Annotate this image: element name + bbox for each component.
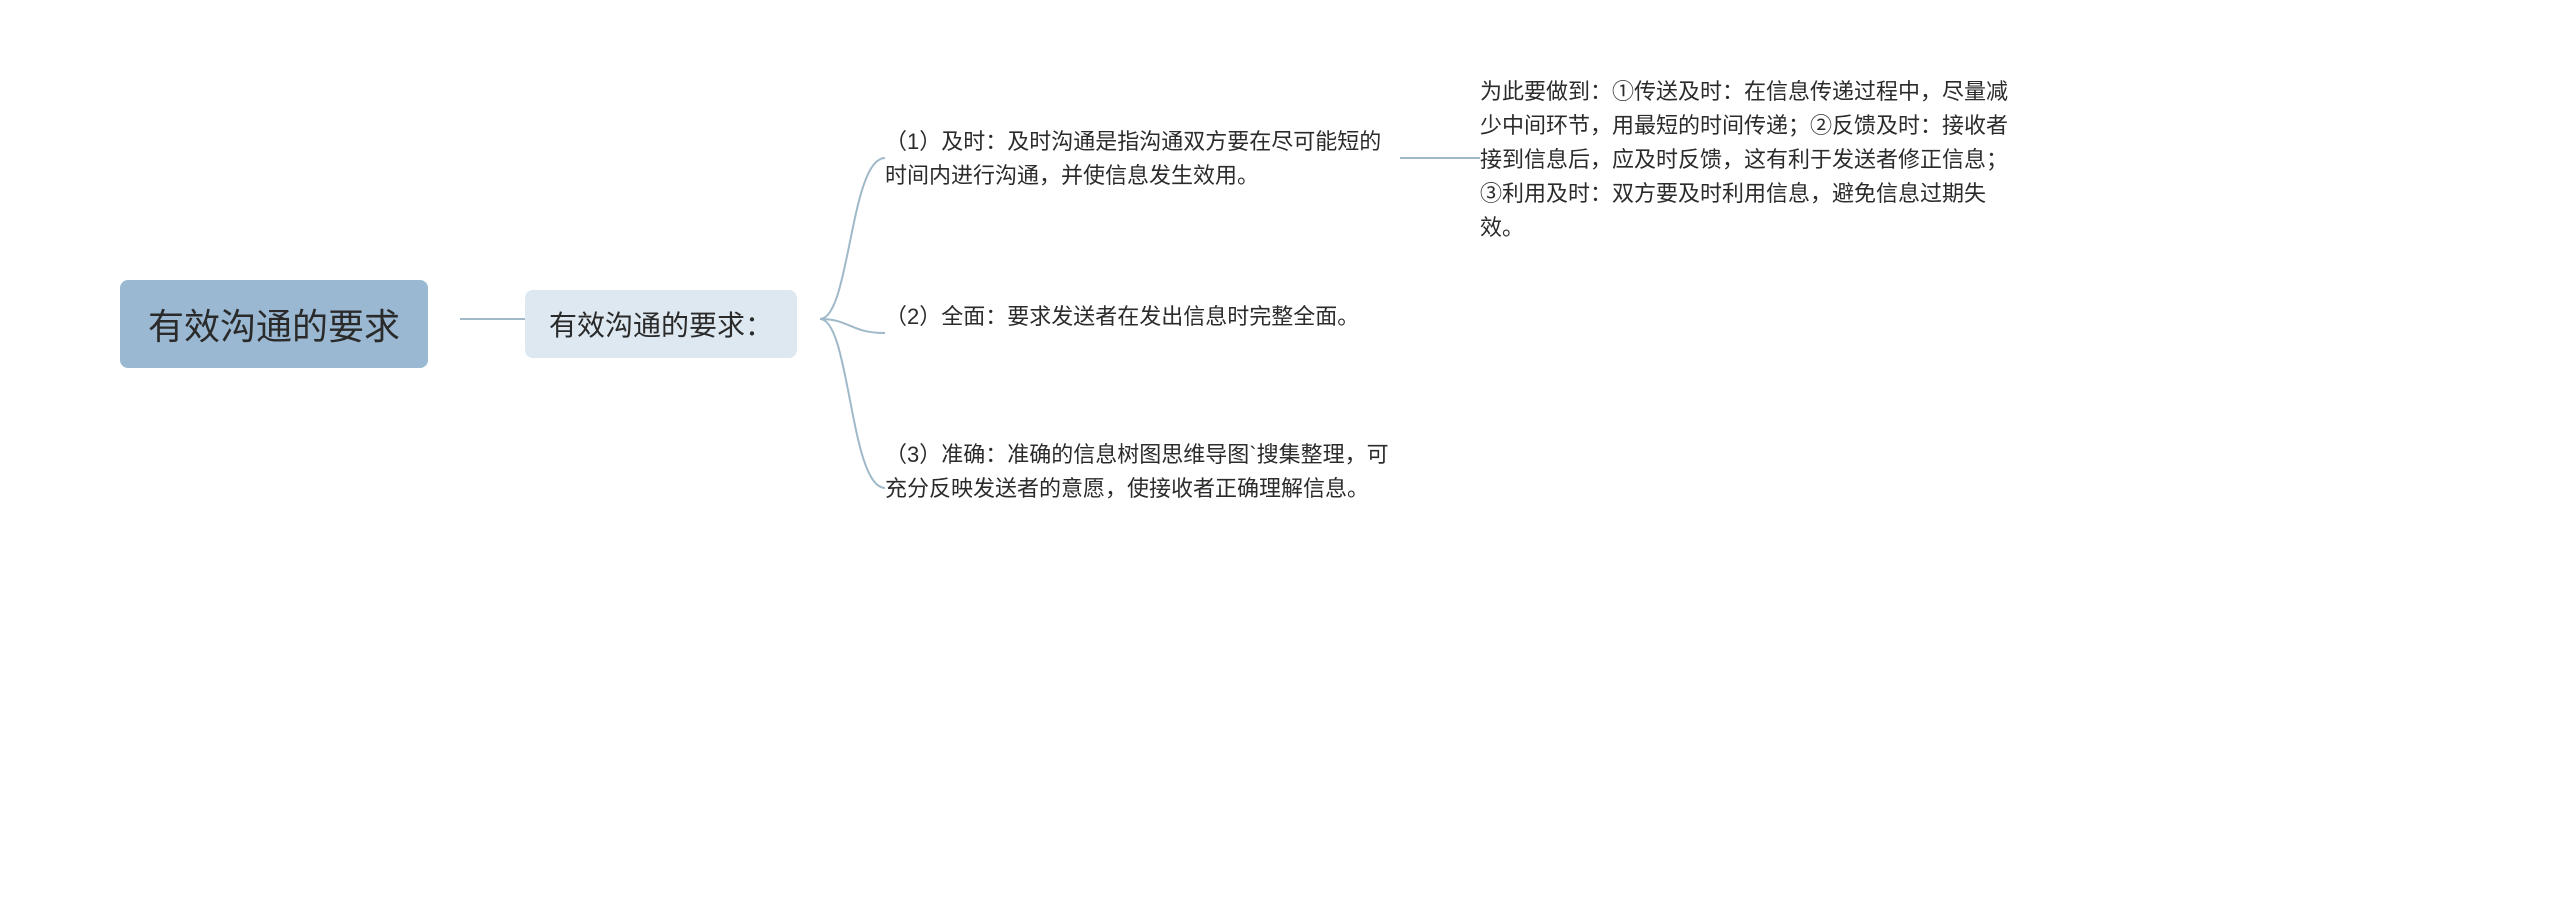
level3-node[interactable]: 为此要做到：①传送及时：在信息传递过程中，尽量减少中间环节，用最短的时间传递；②… (1480, 75, 2020, 245)
level2-label-2: （3）准确：准确的信息树图思维导图`搜集整理，可充分反映发送者的意愿，使接收者正… (885, 438, 1395, 506)
level1-label: 有效沟通的要求： (549, 304, 773, 344)
level2-node-2[interactable]: （3）准确：准确的信息树图思维导图`搜集整理，可充分反映发送者的意愿，使接收者正… (885, 438, 1395, 506)
level1-node[interactable]: 有效沟通的要求： (525, 290, 797, 358)
level2-node-1[interactable]: （2）全面：要求发送者在发出信息时完整全面。 (885, 300, 1359, 334)
level2-label-0: （1）及时：及时沟通是指沟通双方要在尽可能短的时间内进行沟通，并使信息发生效用。 (885, 125, 1395, 193)
root-node[interactable]: 有效沟通的要求 (120, 280, 428, 368)
level2-node-0[interactable]: （1）及时：及时沟通是指沟通双方要在尽可能短的时间内进行沟通，并使信息发生效用。 (885, 125, 1395, 193)
level3-label: 为此要做到：①传送及时：在信息传递过程中，尽量减少中间环节，用最短的时间传递；②… (1480, 75, 2020, 245)
root-label: 有效沟通的要求 (148, 298, 400, 350)
level2-label-1: （2）全面：要求发送者在发出信息时完整全面。 (885, 300, 1359, 334)
